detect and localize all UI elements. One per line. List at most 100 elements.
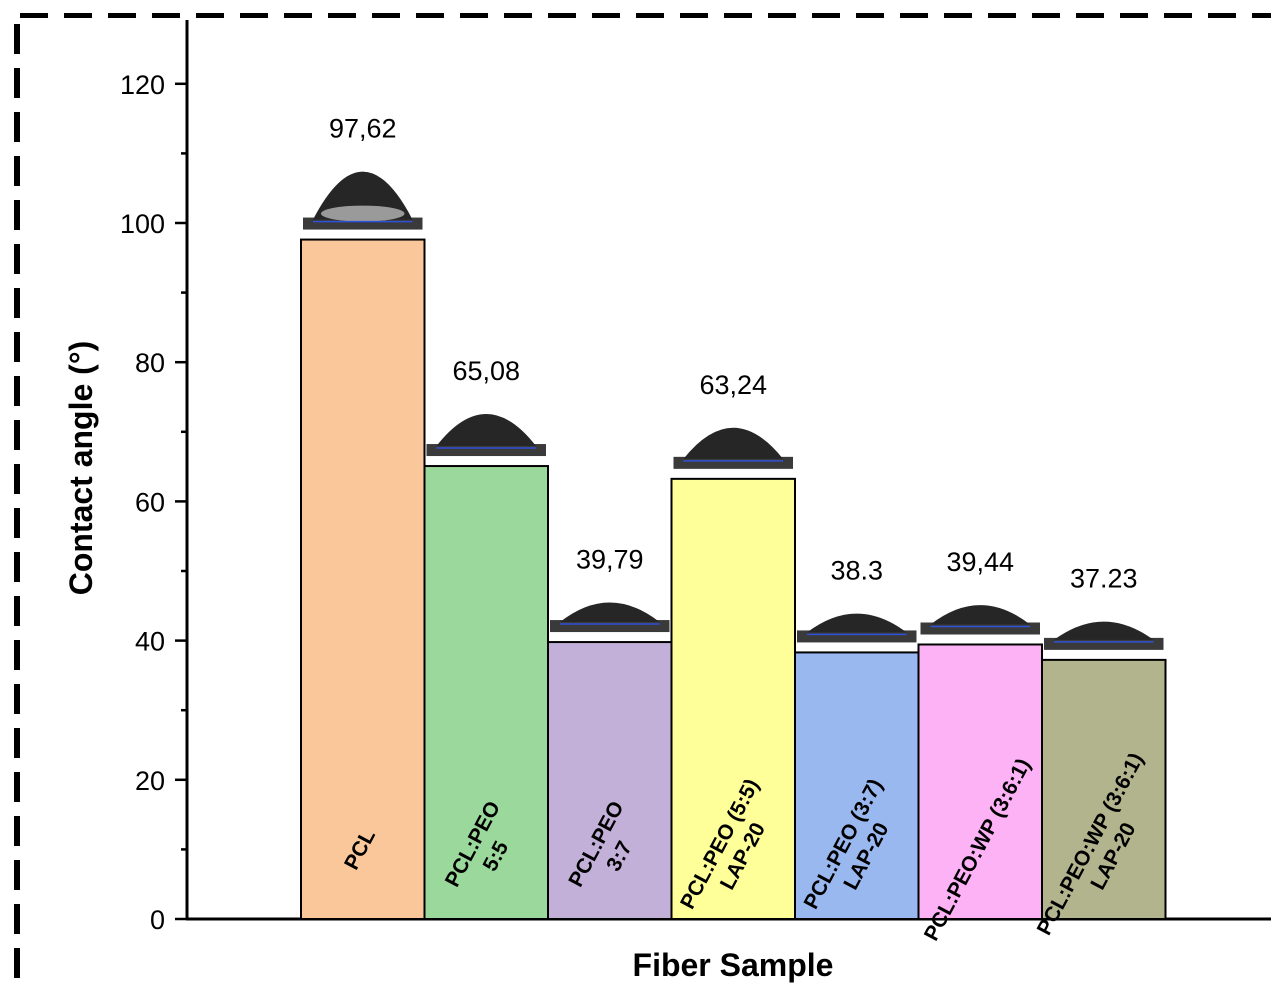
droplet-substrate bbox=[303, 217, 423, 230]
value-label: 38.3 bbox=[830, 556, 883, 586]
bar bbox=[300, 238, 426, 920]
value-label: 65,08 bbox=[452, 356, 520, 386]
value-label: 97,62 bbox=[329, 114, 397, 144]
y-tick-label: 20 bbox=[135, 766, 165, 796]
droplet-image bbox=[303, 171, 423, 230]
frame-dash-left bbox=[14, 860, 20, 890]
droplet-shape bbox=[560, 602, 660, 623]
frame-dash-top bbox=[284, 13, 312, 18]
droplet-shape bbox=[930, 605, 1030, 625]
frame-dash-left bbox=[14, 948, 20, 978]
droplet-image bbox=[550, 602, 670, 633]
frame-dash-top bbox=[680, 13, 708, 18]
frame-dash-left bbox=[14, 376, 20, 406]
frame-dash-left bbox=[14, 640, 20, 670]
frame-dash-left bbox=[14, 508, 20, 538]
frame-dash-top bbox=[152, 13, 180, 18]
frame-dash-left bbox=[14, 684, 20, 714]
droplet-image bbox=[426, 414, 546, 457]
x-axis-title: Fiber Sample bbox=[633, 947, 834, 983]
frame-dash-top bbox=[856, 13, 884, 18]
frame-dash-left bbox=[14, 464, 20, 494]
y-tick-label: 40 bbox=[135, 627, 165, 657]
frame-dash-left bbox=[14, 156, 20, 186]
droplet-shape bbox=[683, 427, 783, 459]
y-tick-label: 120 bbox=[120, 70, 165, 100]
frame-dash-top bbox=[108, 13, 136, 18]
droplet-substrate bbox=[426, 444, 546, 457]
frame-dash-top bbox=[1252, 13, 1271, 18]
y-tick-label: 100 bbox=[120, 209, 165, 239]
frame-dash-top bbox=[592, 13, 620, 18]
frame-dash-top bbox=[1032, 13, 1060, 18]
frame-dash-top bbox=[328, 13, 356, 18]
frame-dash-left bbox=[14, 728, 20, 758]
frame-dash-top bbox=[944, 13, 972, 18]
droplet-substrate bbox=[1044, 637, 1164, 650]
frame-dash-top bbox=[240, 13, 268, 18]
frame-dash-top bbox=[724, 13, 752, 18]
droplet-substrate bbox=[920, 622, 1040, 635]
frame-dash-left bbox=[14, 596, 20, 626]
frame-dash-left bbox=[14, 200, 20, 230]
frame-dash-top bbox=[548, 13, 576, 18]
frame-dash-left bbox=[14, 68, 20, 98]
frame-dash-top bbox=[1208, 13, 1236, 18]
value-label: 39,44 bbox=[946, 547, 1014, 577]
droplet-image bbox=[673, 427, 793, 469]
y-axis-title: Contact angle (°) bbox=[63, 341, 99, 596]
y-tick-label: 0 bbox=[150, 905, 165, 935]
dashed-frame bbox=[14, 13, 1271, 978]
frame-dash-top bbox=[504, 13, 532, 18]
frame-dash-top bbox=[460, 13, 488, 18]
frame-dash-top bbox=[900, 13, 928, 18]
droplet-image bbox=[920, 605, 1040, 635]
frame-dash-left bbox=[14, 772, 20, 802]
frame-dash-top bbox=[196, 13, 224, 18]
frame-dash-left bbox=[14, 288, 20, 318]
frame-dash-left bbox=[14, 24, 20, 54]
frame-dash-top bbox=[636, 13, 664, 18]
droplet-substrate bbox=[673, 456, 793, 469]
frame-dash-top bbox=[372, 13, 400, 18]
y-tick-label: 60 bbox=[135, 487, 165, 517]
frame-dash-top bbox=[64, 13, 92, 18]
frame-dash-left bbox=[14, 244, 20, 274]
bar bbox=[670, 477, 796, 920]
bar bbox=[547, 641, 673, 920]
value-label: 37.23 bbox=[1070, 564, 1138, 594]
value-label: 63,24 bbox=[699, 370, 767, 400]
bar bbox=[423, 465, 549, 920]
frame-dash-top bbox=[1164, 13, 1192, 18]
y-ticks: 0 20 40 60 80 100 120 bbox=[120, 70, 187, 935]
frame-dash-top bbox=[812, 13, 840, 18]
frame-dash-left bbox=[14, 904, 20, 934]
frame-dash-left bbox=[14, 420, 20, 450]
frame-dash-left bbox=[14, 332, 20, 362]
frame-dash-top bbox=[1120, 13, 1148, 18]
bar bbox=[794, 651, 920, 920]
y-tick-label: 80 bbox=[135, 348, 165, 378]
frame-dash-top bbox=[20, 13, 48, 18]
frame-dash-left bbox=[14, 816, 20, 846]
droplet-images bbox=[303, 171, 1164, 650]
droplet-substrate bbox=[797, 630, 917, 643]
bars bbox=[300, 238, 1167, 921]
frame-dash-top bbox=[416, 13, 444, 18]
droplet-image bbox=[1044, 621, 1164, 650]
droplet-shape bbox=[807, 613, 907, 633]
droplet-shape bbox=[1054, 621, 1154, 640]
droplet-substrate bbox=[550, 620, 670, 633]
droplet-reflection bbox=[321, 205, 405, 222]
frame-dash-top bbox=[988, 13, 1016, 18]
bar bbox=[917, 643, 1043, 921]
frame-dash-top bbox=[768, 13, 796, 18]
value-labels: 97,62 65,08 39,79 63,24 38.3 39,44 37.23 bbox=[329, 114, 1138, 594]
frame-dash-left bbox=[14, 552, 20, 582]
value-label: 39,79 bbox=[576, 544, 644, 574]
droplet-shape bbox=[436, 414, 536, 447]
frame-dash-top bbox=[1076, 13, 1104, 18]
droplet-image bbox=[797, 613, 917, 643]
bar bbox=[1041, 658, 1167, 920]
